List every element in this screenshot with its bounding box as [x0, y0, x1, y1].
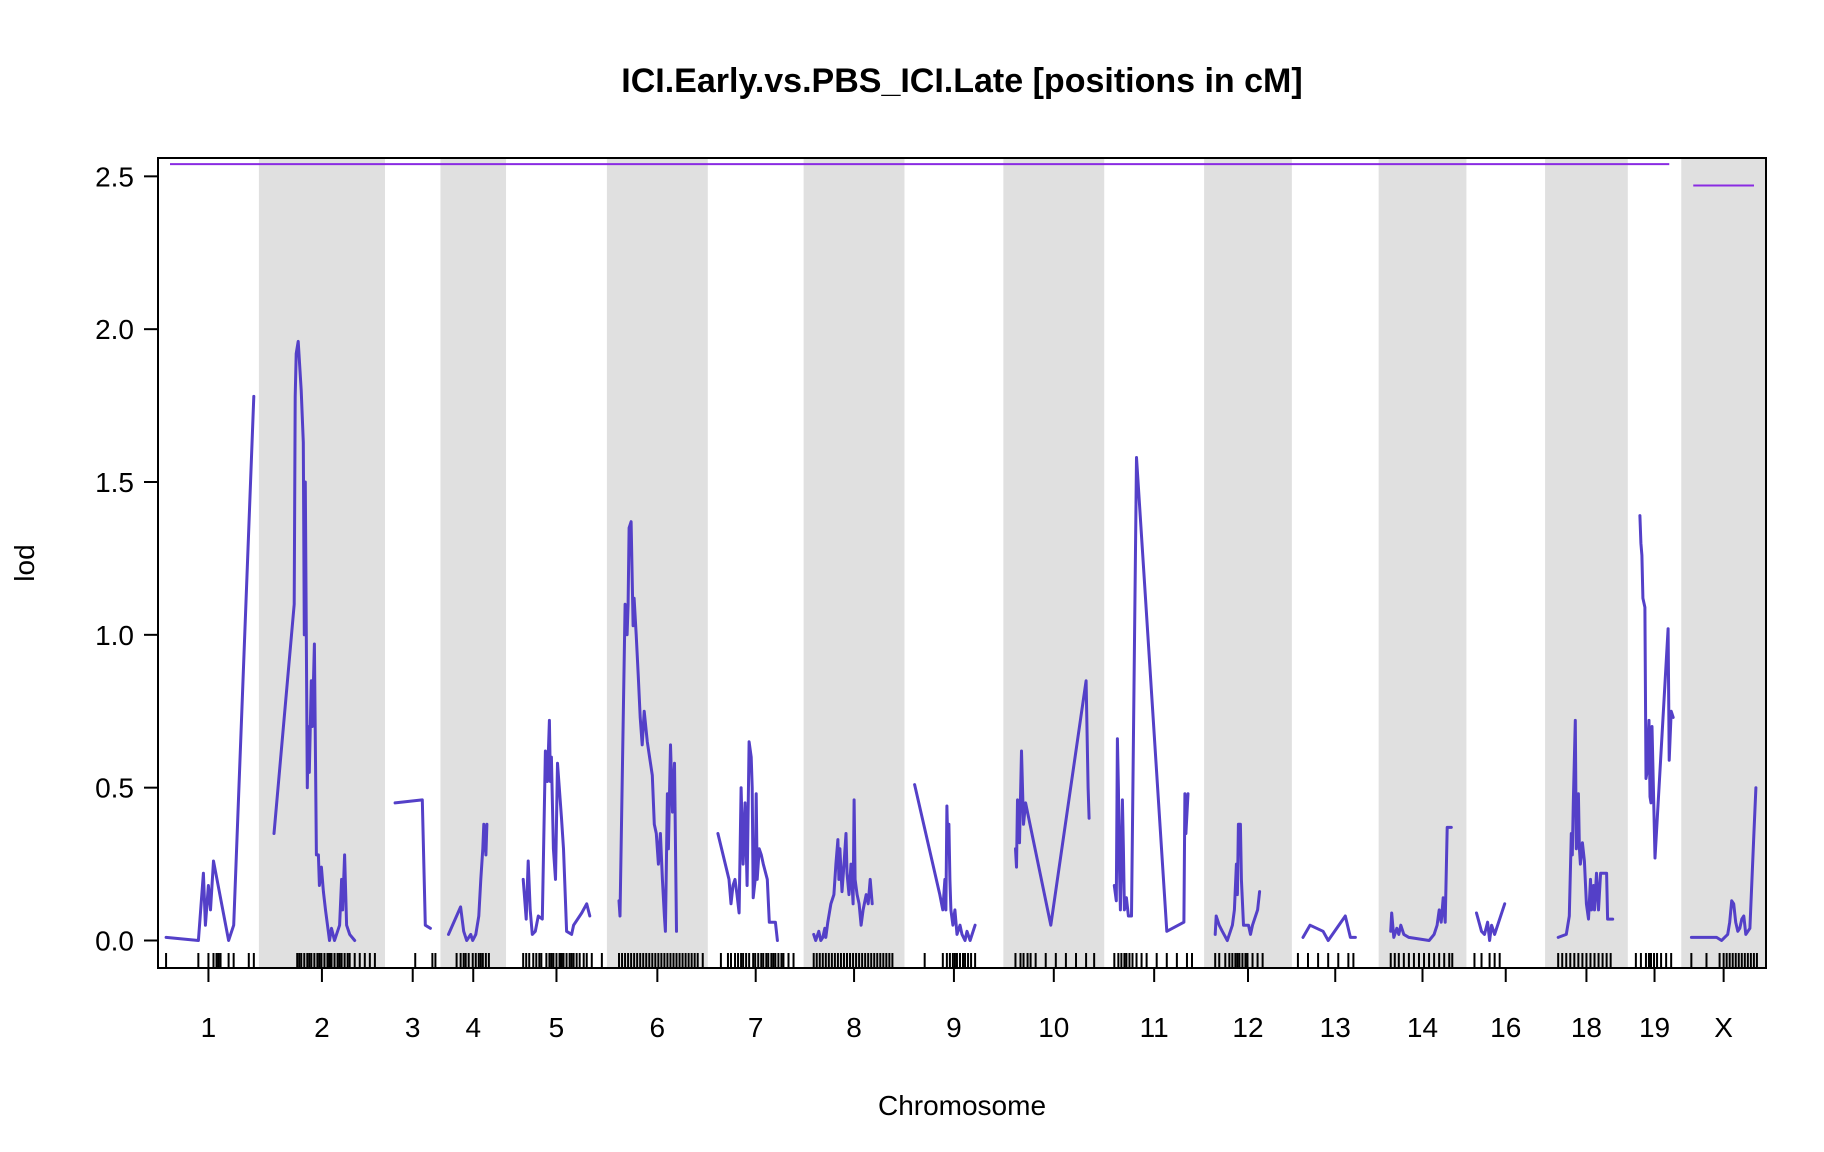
chromosome-bands	[258, 159, 1766, 967]
x-tick-label-8: 8	[846, 1012, 862, 1043]
chromosome-band-10	[1003, 159, 1105, 967]
lod-curve-chr-16	[1475, 902, 1507, 942]
lod-curve-chr-19	[1638, 514, 1675, 860]
chromosome-band-2	[258, 159, 385, 967]
x-tick-label-6: 6	[650, 1012, 666, 1043]
x-tick-label-12: 12	[1232, 1012, 1263, 1043]
chart-title: ICI.Early.vs.PBS_ICI.Late [positions in …	[621, 62, 1302, 100]
lod-curve-chr-7	[716, 740, 779, 942]
x-tick-label-14: 14	[1407, 1012, 1438, 1043]
y-axis: 0.0 0.5 1.0 1.5 2.0 2.5	[95, 161, 158, 956]
y-tick-label-0.5: 0.5	[95, 773, 134, 804]
lod-curve-chr-2	[272, 339, 357, 942]
x-tick-label-1: 1	[201, 1012, 217, 1043]
x-axis-label: Chromosome	[878, 1090, 1046, 1121]
x-tick-label-3: 3	[405, 1012, 421, 1043]
x-tick-label-13: 13	[1320, 1012, 1351, 1043]
x-axis: 1 2 3 4 5 6 7 8 9 10 11 12 13 14 16 18 19 X	[201, 968, 1733, 1043]
x-tick-label-10: 10	[1038, 1012, 1069, 1043]
x-tick-label-7: 7	[748, 1012, 764, 1043]
lod-curve-chr-13	[1301, 914, 1357, 942]
y-tick-label-1.0: 1.0	[95, 620, 134, 651]
lod-curve-chr-1	[164, 394, 256, 942]
chromosome-band-X	[1681, 159, 1766, 967]
x-tick-label-X: X	[1714, 1012, 1733, 1043]
x-tick-label-5: 5	[549, 1012, 565, 1043]
lod-curve-chr-4	[447, 822, 489, 942]
x-tick-label-16: 16	[1490, 1012, 1521, 1043]
x-tick-label-4: 4	[465, 1012, 481, 1043]
lod-curve-chr-8	[812, 798, 874, 942]
lod-curve-chr-12	[1213, 822, 1262, 942]
significance-thresholds	[170, 163, 1754, 187]
lod-curve-chr-10	[1014, 679, 1091, 927]
lod-curve-chr-5	[521, 718, 592, 936]
lod-curve-chr-14	[1389, 825, 1453, 942]
lod-curve-chr-9	[913, 783, 977, 942]
lod-curves	[164, 339, 1758, 942]
lod-curve-chr-3	[393, 798, 432, 930]
marker-rug	[165, 953, 1758, 968]
lod-curve-chr-6	[617, 520, 678, 933]
plot-frame	[157, 157, 1767, 969]
y-tick-label-0.0: 0.0	[95, 925, 134, 956]
x-tick-label-19: 19	[1639, 1012, 1670, 1043]
chromosome-band-18	[1545, 159, 1628, 967]
chromosome-band-12	[1204, 159, 1292, 967]
x-tick-label-11: 11	[1140, 1012, 1169, 1043]
lod-curve-chr-11	[1112, 456, 1190, 933]
x-tick-label-2: 2	[314, 1012, 330, 1043]
y-tick-label-2.0: 2.0	[95, 314, 134, 345]
chromosome-band-14	[1378, 159, 1467, 967]
lod-curve-chr-18	[1556, 718, 1615, 939]
y-axis-label: lod	[9, 544, 40, 581]
lod-curve-chr-X	[1689, 786, 1758, 942]
x-tick-label-18: 18	[1571, 1012, 1602, 1043]
y-tick-label-1.5: 1.5	[95, 467, 134, 498]
chromosome-band-4	[440, 159, 507, 967]
y-tick-label-2.5: 2.5	[95, 161, 134, 192]
x-tick-label-9: 9	[946, 1012, 962, 1043]
